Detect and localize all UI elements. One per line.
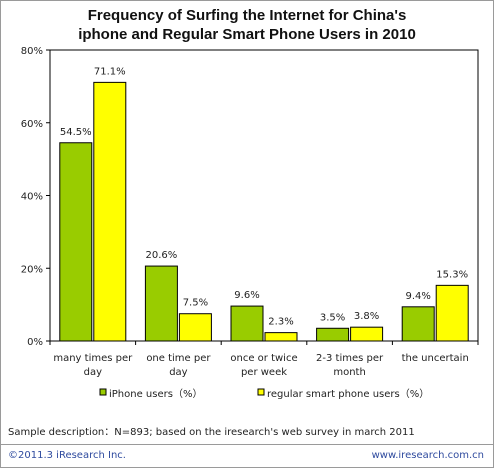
data-label: 9.6% [234,290,259,301]
bar [59,142,93,342]
x-category-label: many times per [53,353,133,364]
legend-label: iPhone users（%） [109,388,202,400]
chart-bars [59,81,469,342]
bar [264,332,298,342]
bar [350,326,384,342]
x-category-label: the uncertain [402,353,469,364]
x-category-label: 2-3 times per [316,353,384,364]
chart-axes: 0% 20% 40% 60% 80% [21,46,479,348]
website-link[interactable]: www.iresearch.com.cn [371,450,484,461]
data-label: 15.3% [436,269,468,280]
x-category-label: per week [241,367,287,378]
bar [401,306,435,342]
chart-labels: 54.5% 71.1% many times per day 20.6% 7.5% one … [53,66,468,378]
x-category-label: month [333,367,365,378]
data-label: 71.1% [94,66,126,77]
data-label: 54.5% [60,127,92,138]
bar [316,327,350,342]
x-category-label: day [84,367,102,378]
y-tick-label: 80% [21,46,43,57]
legend-swatch [257,388,265,396]
copyright-text: ©2011.3 iResearch Inc. [8,450,126,461]
bar [435,284,469,342]
data-label: 7.5% [183,298,208,309]
x-category-label: one time per [146,353,211,364]
sample-description: Sample description：N=893; based on the i… [8,427,415,438]
legend-label: regular smart phone users（%） [267,388,429,400]
y-tick-label: 0% [27,337,43,348]
y-tick-label: 60% [21,119,43,130]
bar [144,265,178,342]
chart-legend: iPhone users（%） regular smart phone users… [99,388,429,400]
data-label: 3.5% [320,312,345,323]
data-label: 9.4% [405,291,430,302]
chart-title-line-1: Frequency of Surfing the Internet for Ch… [87,7,407,24]
data-label: 2.3% [268,317,293,328]
y-tick-label: 20% [21,264,43,275]
chart-title-line-2: iphone and Regular Smart Phone Users in … [78,26,416,43]
bar [178,313,212,342]
bar [93,81,127,342]
bar [230,305,264,342]
legend-swatch [99,388,107,396]
y-tick-label: 40% [21,192,43,203]
data-label: 3.8% [354,311,379,322]
x-category-label: day [169,367,187,378]
data-label: 20.6% [146,250,178,261]
footer-divider [0,444,494,445]
x-category-label: once or twice [230,353,297,364]
